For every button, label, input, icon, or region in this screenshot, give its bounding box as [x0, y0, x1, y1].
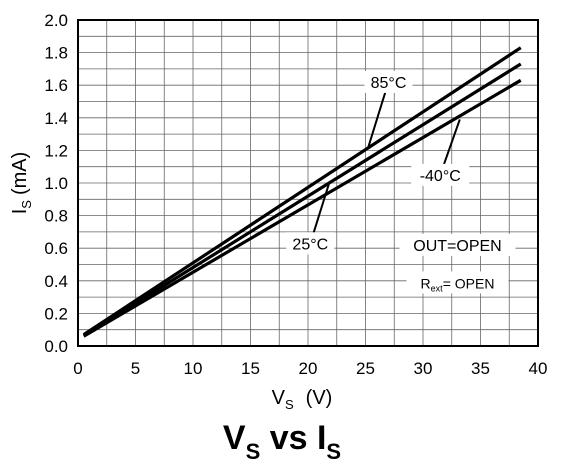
chart-caption: VS vs IS: [0, 418, 564, 464]
x-tick-label: 35: [471, 359, 490, 378]
x-axis-label: VS (V): [272, 387, 333, 412]
y-tick-label: 1.6: [44, 76, 68, 95]
x-tick-label: 20: [299, 359, 318, 378]
y-tick-label: 0.0: [44, 337, 68, 356]
annotation-label-bg: [364, 70, 413, 93]
annotation-label: 25°C: [292, 236, 328, 253]
annotation-label-bg: [411, 163, 470, 186]
y-tick-label: 1.4: [44, 109, 68, 128]
x-tick-label: 40: [529, 359, 548, 378]
series-line: [82, 46, 522, 336]
annotation-leaders: [309, 81, 461, 244]
y-tick-label: 0.2: [44, 304, 68, 323]
y-tick-label: 0.6: [44, 239, 68, 258]
plot-frame: [77, 19, 539, 347]
annotation-labels: 85°C -40°C 25°C OUT=OPEN Rext= OPEN: [286, 70, 516, 294]
caption-v-sub: S: [245, 439, 261, 464]
x-tick-label: 25: [356, 359, 375, 378]
caption-v: V: [222, 419, 246, 457]
caption-i-sub: S: [326, 439, 342, 464]
tick-labels: 0 5 10 15 20 25 30 35 40 0.0 0.2 0.4 0.6 0.8 1.0 1.2 1.4…: [44, 11, 547, 378]
y-tick-label: 1.2: [44, 141, 68, 160]
x-tick-label: 30: [414, 359, 433, 378]
annotation-label-bg: [406, 271, 509, 294]
annotation-label-bg: [399, 233, 516, 256]
x-tick-label: 10: [184, 359, 203, 378]
y-tick-label: 2.0: [44, 11, 68, 30]
annotation-leader: [366, 81, 390, 150]
y-tick-label: 0.4: [44, 272, 68, 291]
x-tick-label: 0: [73, 359, 82, 378]
annotation-label: Rext= OPEN: [421, 275, 495, 293]
series-group: [82, 46, 522, 338]
annotation-label: OUT=OPEN: [413, 238, 501, 255]
x-tick-label: 15: [241, 359, 260, 378]
caption-vs: vs: [260, 419, 317, 457]
caption-i: I: [316, 419, 327, 457]
annotation-label-bg: [286, 232, 335, 255]
y-tick-label: 1.0: [44, 174, 68, 193]
annotation-label: 85°C: [371, 75, 407, 92]
y-tick-label: 1.8: [44, 44, 68, 63]
y-axis-label: IS(mA): [9, 152, 34, 215]
series-line: [82, 78, 522, 338]
series-line: [82, 62, 522, 337]
x-tick-label: 5: [131, 359, 140, 378]
y-tick-label: 0.8: [44, 207, 68, 226]
annotation-label: -40°C: [420, 168, 461, 185]
